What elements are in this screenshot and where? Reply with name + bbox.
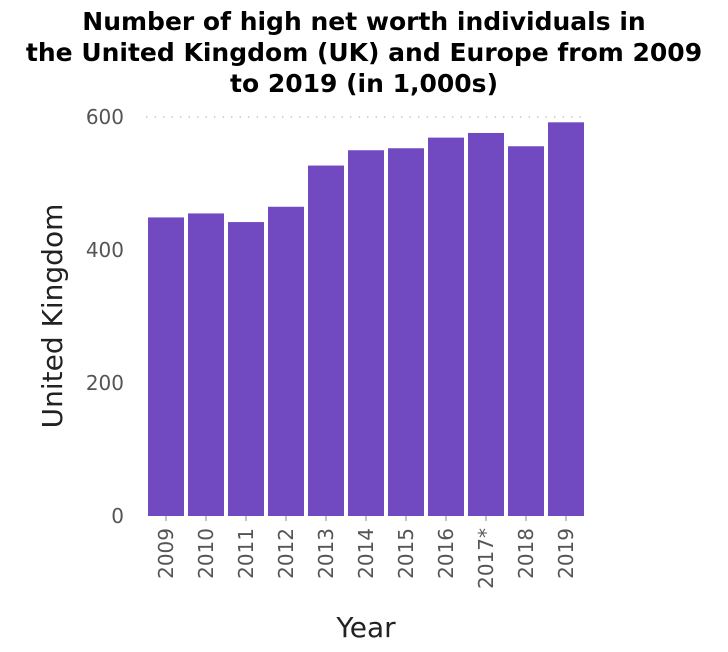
y-tick-labels: 0 200 400 600	[86, 105, 124, 528]
chart-title-line-2: the United Kingdom (UK) and Europe from …	[25, 38, 703, 67]
bars	[148, 122, 584, 517]
x-tick-label: 2018	[514, 528, 538, 579]
bar-2013	[308, 165, 344, 517]
chart-title-line-1: Number of high net worth individuals in	[82, 7, 646, 36]
bar-2012	[268, 206, 304, 516]
x-tick-label: 2009	[154, 528, 178, 579]
x-tick-label: 2010	[194, 528, 218, 579]
bar-2010	[188, 213, 224, 516]
y-tick-label: 600	[86, 105, 124, 129]
chart-title: Number of high net worth individuals in …	[0, 6, 728, 99]
x-axis-label: Year	[335, 611, 396, 644]
bar-2018	[508, 146, 544, 516]
x-tick-label: 2013	[314, 528, 338, 579]
x-tick-label: 2015	[394, 528, 418, 579]
x-tick-label: 2019	[554, 528, 578, 579]
x-tick-label: 2017*	[474, 528, 498, 589]
y-tick-label: 200	[86, 371, 124, 395]
chart-title-line-3: to 2019 (in 1,000s)	[230, 69, 498, 98]
bar-2014	[348, 150, 384, 516]
y-tick-label: 0	[111, 504, 124, 528]
x-tick-label: 2011	[234, 528, 258, 579]
bar-2011	[228, 222, 264, 516]
bar-2016	[428, 137, 464, 516]
x-tick-label: 2014	[354, 528, 378, 579]
x-tick-labels: 2009 2010 2011 2012 2013 2014 2015 2016 2017* 201…	[154, 516, 578, 589]
bar-2009	[148, 217, 184, 517]
x-tick-label: 2012	[274, 528, 298, 579]
y-axis-label: United Kingdom	[36, 204, 69, 429]
x-tick-label: 2016	[434, 528, 458, 579]
bar-2019	[548, 122, 584, 516]
y-tick-label: 400	[86, 238, 124, 262]
bar-2017	[468, 132, 504, 516]
bar-2015	[388, 148, 424, 516]
